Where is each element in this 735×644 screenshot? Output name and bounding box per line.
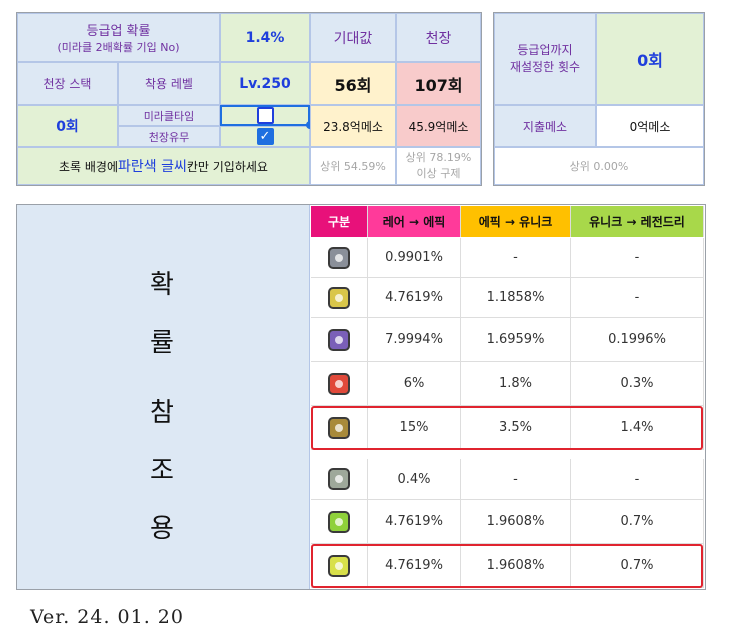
cube-yellow-green-icon <box>328 554 350 577</box>
equip-level-input[interactable]: Lv.250 <box>220 62 310 105</box>
expected-rank: 상위 54.59% <box>310 147 396 185</box>
rate-cell: 0.3% <box>571 362 704 405</box>
rate-cell: 4.7619% <box>368 500 461 543</box>
pity-flag-label: 천장유무 <box>118 126 220 147</box>
rate-cell: 6% <box>368 362 461 405</box>
rate-cell: - <box>571 459 704 499</box>
cube-cell <box>311 406 368 449</box>
table-row: 6% 1.8% 0.3% <box>311 362 704 406</box>
pity-rank-line1: 상위 78.19% <box>405 151 472 164</box>
rate-cell: - <box>461 459 571 499</box>
header-epic-unique: 에픽 → 유니크 <box>461 206 571 237</box>
cube-cell <box>311 459 368 499</box>
upgrade-prob-label: 등급업 확률 <box>86 24 151 39</box>
cube-cell <box>311 500 368 543</box>
reset-label-line1: 등급업까지 <box>517 43 573 57</box>
rate-cell: 1.9608% <box>461 544 571 587</box>
reset-label-line2: 재설정한 횟수 <box>509 60 581 74</box>
rate-cell: - <box>461 238 571 277</box>
version-label: Ver. 24. 01. 20 <box>30 606 184 628</box>
rate-cell: 1.6959% <box>461 318 571 361</box>
cube-green-gray-icon <box>328 468 350 490</box>
rate-cell: 1.8% <box>461 362 571 405</box>
cube-cell <box>311 238 368 277</box>
miracle-checkbox[interactable] <box>256 107 274 124</box>
reset-panel <box>493 12 705 186</box>
table-row: 7.9994% 1.6959% 0.1996% <box>311 318 704 362</box>
rate-cell: 0.1996% <box>571 318 704 361</box>
side-char-1: 확 <box>150 270 174 300</box>
header-unique-legendary: 유니크 → 레전드리 <box>571 206 704 237</box>
header-category: 구분 <box>311 206 368 237</box>
cube-dark-gold-icon <box>328 416 350 439</box>
cube-cell <box>311 362 368 405</box>
rate-cell: - <box>571 238 704 277</box>
cube-red-icon <box>328 372 350 395</box>
upgrade-prob-label-cell: 등급업 확률 (미라클 2배확률 기입 No) <box>17 13 220 62</box>
reset-count-input[interactable]: 0회 <box>596 13 704 105</box>
spent-meso-value: 0억메소 <box>596 105 704 147</box>
instruction-suffix: 칸만 기입하세요 <box>186 159 268 174</box>
table-row: 4.7619% 1.1858% - <box>311 278 704 318</box>
cube-cell <box>311 544 368 587</box>
rate-cell: 1.1858% <box>461 278 571 317</box>
table-row: 15% 3.5% 1.4% <box>311 406 704 450</box>
pity-checkbox-cell[interactable]: ✓ <box>220 126 310 147</box>
rate-cell: 1.4% <box>571 406 704 449</box>
cube-lime-icon <box>328 510 350 533</box>
side-char-2: 률 <box>150 328 174 358</box>
reference-header: 구분 레어 → 에픽 에픽 → 유니크 유니크 → 레전드리 <box>311 206 704 237</box>
rate-cell: 4.7619% <box>368 278 461 317</box>
reference-side-panel <box>17 205 310 589</box>
pity-stack-input[interactable]: 0회 <box>17 105 118 147</box>
rate-cell: 0.9901% <box>368 238 461 277</box>
rate-cell: 0.4% <box>368 459 461 499</box>
table-row: 0.9901% - - <box>311 238 704 278</box>
side-char-5: 용 <box>150 514 174 544</box>
instruction-text: 초록 배경에 파란색 글씨 칸만 기입하세요 <box>17 147 310 185</box>
cube-gold-icon <box>328 286 350 309</box>
cube-gray-icon <box>328 246 350 269</box>
pity-count: 107회 <box>396 62 481 105</box>
rate-cell: - <box>571 278 704 317</box>
expected-count: 56회 <box>310 62 396 105</box>
instruction-highlight: 파란색 글씨 <box>118 159 187 175</box>
reset-label: 등급업까지 재설정한 횟수 <box>494 13 596 105</box>
calculator-panel <box>16 12 482 186</box>
table-row: 4.7619% 1.9608% 0.7% <box>311 500 704 544</box>
reset-rank: 상위 0.00% <box>494 147 704 185</box>
pity-rank-line2: 이상 구제 <box>416 167 461 180</box>
miracle-checkbox-cell[interactable] <box>220 105 310 126</box>
rate-cell: 7.9994% <box>368 318 461 361</box>
cube-purple-icon <box>328 328 350 351</box>
reference-panel <box>16 204 706 590</box>
pity-rank: 상위 78.19% 이상 구제 <box>396 147 481 185</box>
expected-label: 기대값 <box>310 13 396 62</box>
upgrade-prob-sub: (미라클 2배확률 기입 No) <box>57 41 180 54</box>
upgrade-prob-input[interactable]: 1.4% <box>220 13 310 62</box>
pity-meso: 45.9억메소 <box>396 105 481 147</box>
instruction-prefix: 초록 배경에 <box>59 159 119 174</box>
equip-level-label: 착용 레벨 <box>118 62 220 105</box>
expected-meso: 23.8억메소 <box>310 105 396 147</box>
cube-cell <box>311 318 368 361</box>
side-char-4: 조 <box>150 456 174 486</box>
header-rare-epic: 레어 → 에픽 <box>368 206 461 237</box>
spent-meso-label: 지출메소 <box>494 105 596 147</box>
cube-cell <box>311 278 368 317</box>
pity-checkbox[interactable]: ✓ <box>256 128 274 145</box>
rate-cell: 0.7% <box>571 500 704 543</box>
rate-cell: 3.5% <box>461 406 571 449</box>
pity-label: 천장 <box>396 13 481 62</box>
side-char-3: 참 <box>150 398 174 428</box>
table-row: 0.4% - - <box>311 459 704 500</box>
table-row: 4.7619% 1.9608% 0.7% <box>311 544 704 588</box>
rate-cell: 0.7% <box>571 544 704 587</box>
miracle-label: 미라클타임 <box>118 105 220 126</box>
rate-cell: 4.7619% <box>368 544 461 587</box>
pity-stack-label: 천장 스택 <box>17 62 118 105</box>
rate-cell: 15% <box>368 406 461 449</box>
rate-cell: 1.9608% <box>461 500 571 543</box>
